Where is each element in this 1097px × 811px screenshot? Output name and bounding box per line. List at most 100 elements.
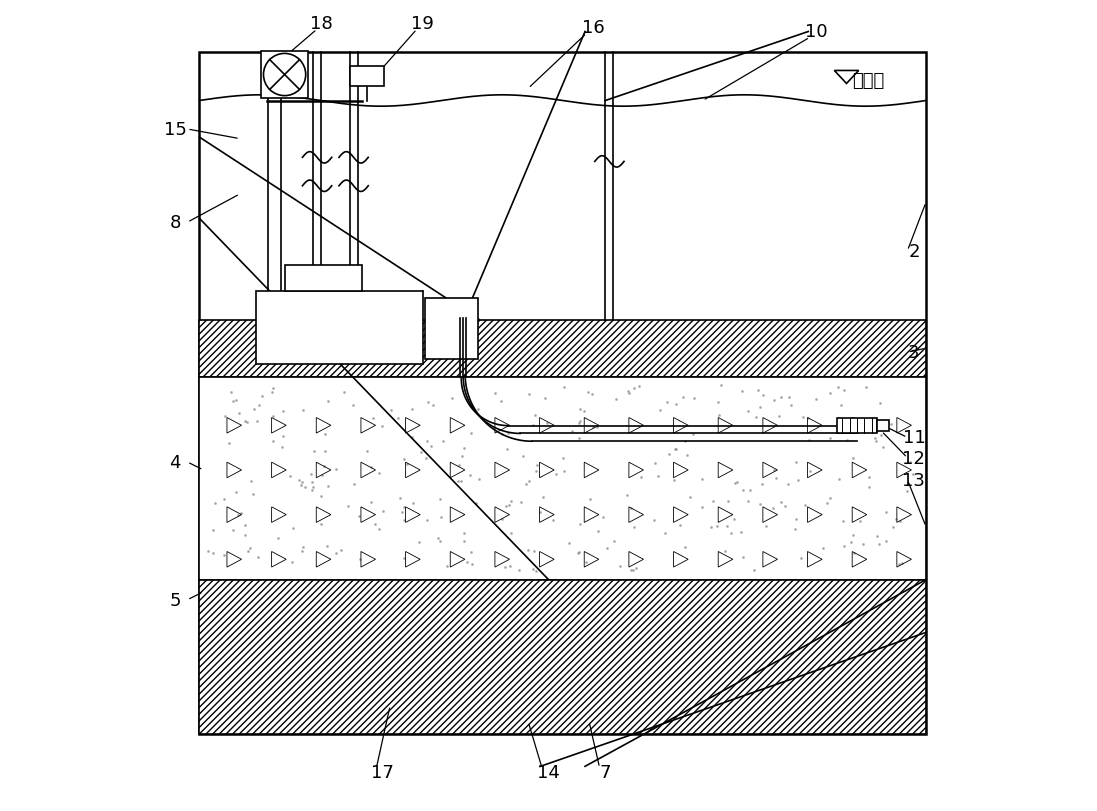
Point — [305, 482, 323, 495]
Point — [878, 535, 895, 548]
Point — [281, 470, 298, 483]
Point — [693, 473, 711, 486]
Point — [316, 460, 333, 473]
Point — [622, 502, 640, 515]
Point — [523, 562, 541, 575]
Point — [224, 524, 241, 537]
Point — [336, 386, 353, 399]
Point — [471, 473, 488, 486]
Point — [204, 547, 222, 560]
Point — [318, 539, 336, 552]
Point — [792, 551, 810, 564]
Point — [801, 434, 818, 447]
Point — [500, 499, 518, 512]
Point — [621, 387, 638, 400]
Point — [782, 400, 800, 413]
Point — [233, 507, 250, 520]
Point — [749, 384, 767, 397]
Point — [667, 398, 685, 411]
Point — [524, 419, 542, 432]
Point — [830, 473, 848, 486]
Point — [421, 440, 439, 453]
Point — [313, 490, 330, 503]
Point — [283, 556, 301, 569]
Point — [224, 395, 241, 408]
Point — [328, 547, 346, 560]
Point — [677, 435, 694, 448]
Point — [294, 405, 312, 418]
Point — [882, 418, 900, 431]
Point — [622, 564, 640, 577]
Point — [293, 545, 310, 558]
Point — [814, 542, 832, 555]
Point — [373, 419, 391, 432]
Point — [904, 468, 921, 481]
Point — [362, 461, 380, 474]
Point — [867, 435, 884, 448]
Point — [898, 485, 916, 498]
Point — [845, 529, 862, 542]
Bar — [350, 67, 384, 87]
Point — [514, 450, 532, 463]
Point — [316, 428, 333, 441]
Point — [671, 519, 689, 532]
Point — [747, 411, 765, 424]
Point — [392, 491, 409, 504]
Point — [423, 398, 441, 411]
Point — [419, 396, 437, 409]
Point — [554, 452, 572, 465]
Point — [572, 518, 589, 531]
Point — [818, 497, 836, 510]
Point — [395, 453, 412, 466]
Point — [703, 521, 721, 534]
Point — [570, 403, 588, 416]
Point — [371, 467, 388, 480]
Point — [223, 386, 240, 399]
Point — [494, 428, 511, 441]
Point — [332, 543, 350, 556]
Point — [412, 446, 430, 459]
Point — [745, 564, 762, 577]
Point — [681, 491, 699, 504]
Point — [459, 556, 476, 569]
Point — [693, 501, 711, 514]
Point — [250, 399, 268, 412]
Point — [851, 514, 869, 527]
Point — [569, 547, 587, 560]
Point — [588, 421, 606, 434]
Point — [263, 386, 281, 399]
Point — [396, 551, 414, 564]
Bar — [878, 420, 889, 431]
Point — [528, 459, 545, 472]
Point — [524, 545, 542, 558]
Point — [770, 410, 788, 423]
Point — [395, 514, 412, 527]
Point — [765, 501, 782, 514]
Bar — [837, 418, 878, 433]
Point — [294, 541, 312, 554]
Point — [274, 430, 292, 443]
Point — [576, 405, 593, 418]
Bar — [425, 298, 478, 359]
Point — [577, 556, 595, 569]
Point — [779, 478, 796, 491]
Point — [230, 407, 248, 420]
Point — [394, 505, 411, 518]
Point — [547, 467, 565, 480]
Point — [463, 558, 480, 571]
Point — [520, 474, 538, 487]
Point — [200, 545, 217, 558]
Text: 8: 8 — [169, 214, 181, 232]
Text: 4: 4 — [169, 453, 181, 471]
Point — [686, 393, 703, 406]
Point — [886, 513, 904, 526]
Point — [765, 394, 782, 407]
Bar — [284, 266, 362, 292]
Point — [236, 529, 253, 542]
Point — [787, 457, 804, 470]
Point — [846, 416, 863, 429]
Text: 3: 3 — [908, 344, 919, 362]
Point — [264, 410, 282, 423]
Point — [499, 427, 517, 440]
Point — [284, 521, 302, 534]
